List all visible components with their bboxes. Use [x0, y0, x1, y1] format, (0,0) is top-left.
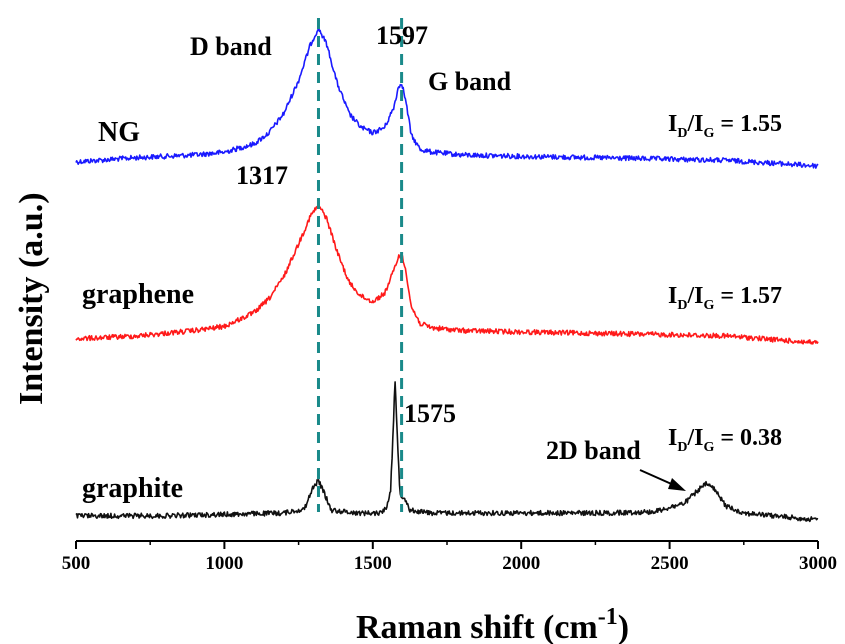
series-line-graphite: [75, 381, 819, 523]
ratio-graphite: ID/IG = 0.38: [668, 425, 782, 455]
label-1597: 1597: [376, 21, 428, 50]
label-2d-band: 2D band: [546, 436, 641, 465]
reference-lines: [316, 18, 404, 512]
label-graphene: graphene: [82, 279, 194, 310]
ratio-graphene: ID/IG = 1.57: [668, 283, 782, 313]
ratio-ng: ID/IG = 1.55: [668, 111, 782, 141]
label-d-band: D band: [190, 32, 272, 61]
arrow-2d-band: [639, 469, 677, 487]
x-tick-label: 1000: [205, 553, 243, 574]
x-tick-label: 2000: [502, 553, 540, 574]
x-tick-label: 1500: [354, 553, 392, 574]
arrow-2d-band-head: [668, 478, 686, 491]
series-line-graphene: [75, 202, 819, 345]
x-ticks: 500 1000 1500 2000 2500 3000: [62, 541, 837, 574]
series-line-NG: [75, 25, 819, 169]
x-tick-label: 2500: [651, 553, 689, 574]
label-graphite: graphite: [82, 473, 183, 504]
label-ng: NG: [98, 117, 140, 148]
y-axis-title: Intensity (a.u.): [13, 192, 50, 405]
x-tick-label: 3000: [799, 553, 837, 574]
series-group: [75, 25, 819, 523]
x-axis-title: Raman shift (cm-1): [356, 604, 629, 644]
label-g-band: G band: [428, 67, 512, 96]
x-tick-label: 500: [62, 553, 91, 574]
label-1575: 1575: [404, 399, 456, 428]
label-1317: 1317: [236, 161, 288, 190]
